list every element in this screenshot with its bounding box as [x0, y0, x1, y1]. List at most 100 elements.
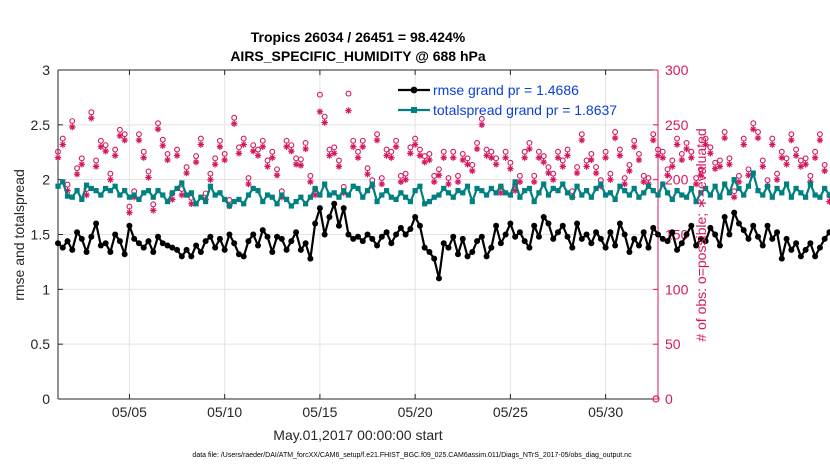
obs-possible-marker	[807, 172, 814, 179]
obs-possible-marker	[759, 157, 766, 164]
spread-point	[341, 188, 347, 194]
obs-possible-marker	[174, 146, 180, 153]
spread-point	[374, 199, 380, 205]
rmse-point	[450, 233, 457, 240]
obs-possible-marker	[321, 113, 328, 120]
obs-evaluated-marker	[264, 163, 271, 170]
rmse-point	[721, 213, 728, 220]
obs-evaluated-marker	[521, 154, 528, 161]
spread-point	[531, 199, 537, 205]
spread-point	[222, 196, 228, 203]
spread-point	[312, 185, 318, 192]
obs-evaluated-marker	[235, 150, 243, 157]
rmse-layer	[55, 200, 830, 282]
spread-point	[79, 196, 85, 203]
rmse-point	[226, 231, 233, 238]
obs-evaluated-marker	[745, 172, 752, 179]
obs-possible-marker	[426, 150, 433, 157]
rmse-point	[245, 238, 252, 245]
rmse-point	[612, 242, 619, 249]
obs-possible-marker	[283, 137, 290, 144]
rmse-point	[359, 238, 366, 245]
rmse-point	[826, 229, 830, 236]
rmse-point	[83, 249, 90, 256]
obs-evaluated-marker	[554, 154, 562, 161]
obs-evaluated-marker	[730, 194, 738, 201]
spread-point	[136, 196, 142, 203]
spread-point	[798, 190, 804, 196]
spread-point	[383, 188, 390, 194]
rmse-point	[769, 235, 776, 242]
legend-spread-label: totalspread grand pr = 1.8637	[433, 102, 617, 118]
spread-point	[193, 201, 199, 207]
obs-evaluated-marker	[364, 170, 371, 178]
x-axis-label: May.01,2017 00:00:00 start	[273, 427, 443, 443]
spread-point	[69, 194, 75, 200]
obs-possible-marker	[683, 140, 690, 146]
obs-evaluated-marker	[354, 154, 362, 161]
spread-point	[522, 188, 528, 194]
spread-point	[769, 194, 775, 200]
rmse-point	[307, 255, 314, 262]
obs-evaluated-marker	[826, 198, 830, 205]
rmse-point	[255, 242, 261, 249]
obs-evaluated-marker	[650, 136, 657, 144]
obs-evaluated-marker	[788, 136, 795, 144]
obs-evaluated-marker	[330, 150, 338, 157]
obs-possible-marker	[607, 170, 614, 177]
spread-point	[626, 192, 633, 198]
spread-point	[231, 199, 237, 205]
obs-possible-marker	[383, 146, 390, 153]
spread-point	[541, 181, 547, 187]
spread-point	[388, 194, 394, 200]
obs-evaluated-marker	[469, 167, 476, 175]
obs-evaluated-marker	[640, 178, 647, 186]
obs-possible-marker	[216, 137, 223, 144]
spread-point	[679, 192, 685, 198]
obs-evaluated-marker	[802, 161, 809, 168]
obs-evaluated-marker	[821, 167, 828, 175]
spread-point	[683, 194, 690, 200]
spread-point	[588, 194, 594, 200]
obs-evaluated-marker	[697, 172, 705, 179]
rmse-point	[507, 220, 514, 227]
obs-possible-marker	[388, 148, 395, 155]
rmse-point	[188, 253, 195, 260]
obs-possible-marker	[264, 157, 271, 164]
obs-possible-marker	[474, 140, 480, 146]
rmse-point	[664, 238, 671, 245]
spread-point	[398, 190, 404, 196]
obs-evaluated-marker	[154, 126, 162, 133]
rmse-point	[655, 231, 661, 238]
spread-point	[707, 192, 713, 198]
obs-evaluated-marker	[230, 120, 238, 127]
rmse-point	[512, 233, 519, 240]
rmse-point	[645, 244, 652, 251]
obs-possible-marker	[136, 131, 142, 138]
obs-evaluated-marker	[464, 161, 471, 168]
obs-evaluated-marker	[759, 163, 766, 170]
obs-evaluated-marker	[392, 143, 400, 150]
spread-point	[569, 194, 575, 200]
obs-possible-marker	[236, 144, 242, 151]
obs-evaluated-marker	[59, 141, 66, 148]
rmse-point	[178, 253, 185, 260]
rmse-point	[140, 244, 147, 251]
rmse-point	[750, 222, 757, 229]
obs-possible-marker	[588, 150, 595, 157]
obs-possible-marker	[55, 148, 61, 155]
spread-point	[355, 185, 361, 192]
obs-possible-marker	[183, 164, 190, 171]
obs-possible-marker	[655, 146, 661, 153]
spread-point	[755, 188, 761, 194]
obs-evaluated-marker	[711, 165, 719, 172]
spread-point	[650, 188, 656, 194]
obs-possible-marker	[374, 131, 380, 138]
obs-possible-marker	[555, 148, 561, 155]
spread-point	[488, 185, 494, 192]
spread-point	[826, 192, 830, 198]
rmse-point	[540, 213, 547, 220]
spread-point	[260, 199, 266, 205]
